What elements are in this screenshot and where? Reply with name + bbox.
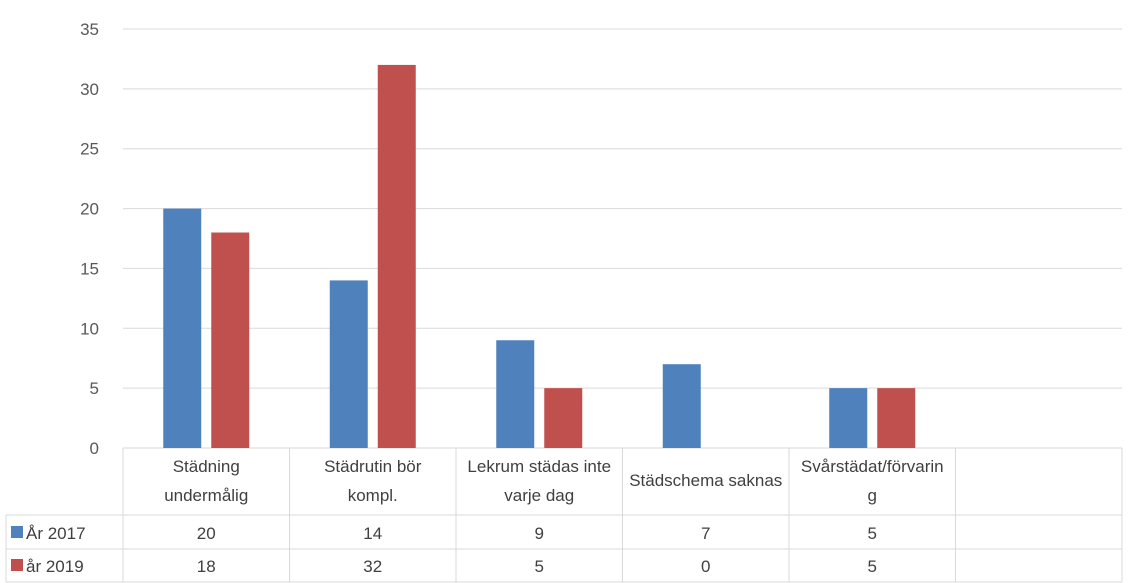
category-label: Städrutin bör [324, 457, 422, 476]
legend-swatch [11, 526, 23, 538]
y-tick-label: 5 [90, 379, 99, 398]
category-label: kompl. [348, 486, 398, 505]
legend-label: år 2019 [26, 557, 84, 576]
table-value: 5 [868, 524, 877, 543]
table-value: 7 [701, 524, 710, 543]
table-value: 0 [701, 557, 710, 576]
table-value: 14 [363, 524, 382, 543]
legend-swatch [11, 559, 23, 571]
bar-series1-3 [662, 364, 701, 448]
table-value: 20 [197, 524, 216, 543]
gridlines [123, 28, 1122, 449]
y-tick-label: 20 [80, 200, 99, 219]
table-value: 32 [363, 557, 382, 576]
table-value: 5 [535, 557, 544, 576]
category-label: undermålig [164, 486, 248, 505]
bar-series1-4 [829, 388, 868, 448]
table-value: 18 [197, 557, 216, 576]
bar-series1-0 [163, 208, 202, 448]
data-table: Städning undermålig Städrutin bör kompl. Lek… [5, 448, 1123, 583]
y-tick-label: 10 [80, 319, 99, 338]
category-label: varje dag [504, 486, 574, 505]
category-label: Städning [173, 457, 240, 476]
category-label: Svårstädat/förvarin [801, 457, 944, 476]
y-axis-ticks: 0 5 10 15 20 25 30 35 [80, 20, 99, 458]
bar-series2-1 [377, 64, 416, 449]
y-tick-label: 15 [80, 259, 99, 278]
bar-series1-1 [329, 280, 368, 448]
category-label: Lekrum städas inte [467, 457, 611, 476]
legend-label: År 2017 [26, 524, 86, 543]
y-tick-label: 35 [80, 20, 99, 39]
bar-series2-2 [544, 388, 583, 448]
y-tick-label: 0 [90, 439, 99, 458]
y-tick-label: 30 [80, 80, 99, 99]
bar-series1-2 [496, 340, 535, 448]
y-tick-label: 25 [80, 140, 99, 159]
bars [163, 64, 916, 449]
category-label: Städschema saknas [629, 471, 782, 490]
category-label: g [868, 486, 877, 505]
bar-series2-0 [211, 232, 250, 448]
bar-series2-4 [877, 388, 916, 448]
table-value: 9 [535, 524, 544, 543]
table-value: 5 [868, 557, 877, 576]
